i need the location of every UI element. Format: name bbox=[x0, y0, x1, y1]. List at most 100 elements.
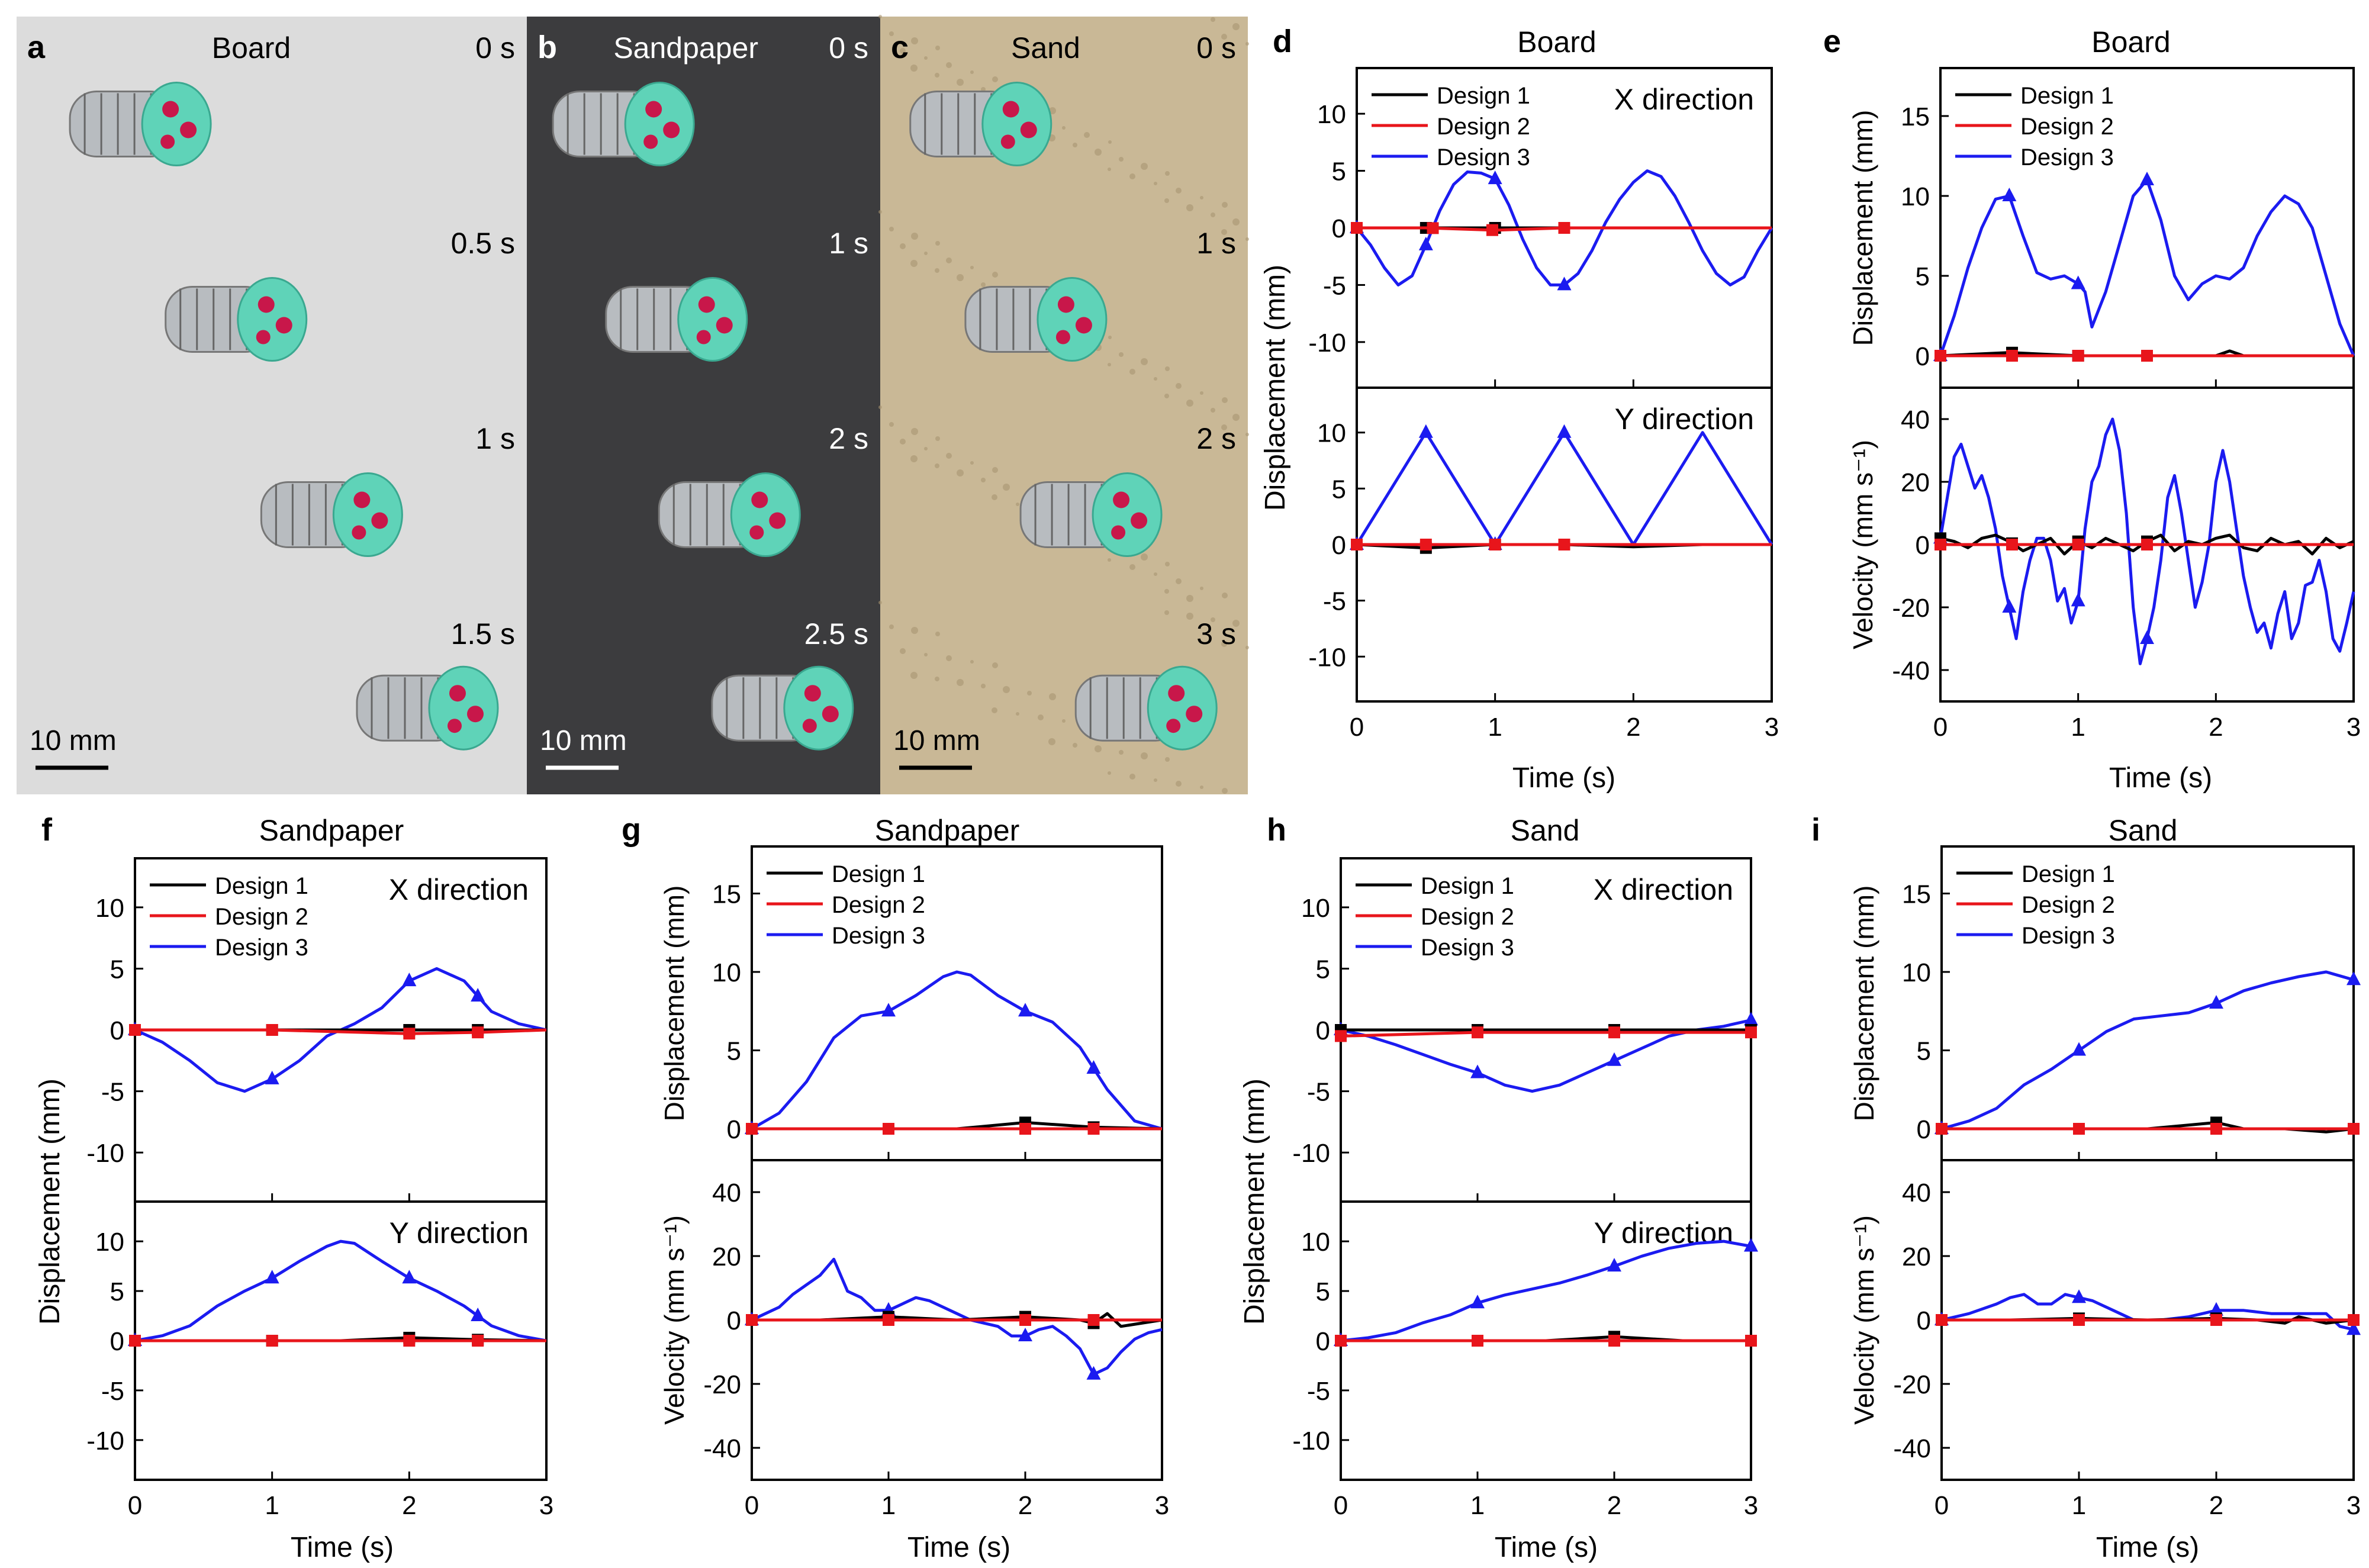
series-marker bbox=[1427, 222, 1439, 234]
sand-grain bbox=[946, 655, 952, 661]
direction-annotation: Y direction bbox=[1615, 403, 1754, 436]
photo-frame: 0.5 s bbox=[17, 212, 527, 407]
series-marker bbox=[1470, 1295, 1485, 1309]
robot-dot bbox=[162, 101, 179, 118]
series-marker bbox=[2210, 1314, 2222, 1326]
y-tick-label: 0 bbox=[110, 1016, 124, 1045]
robot-cap bbox=[1147, 665, 1218, 751]
x-tick-label: 2 bbox=[402, 1491, 416, 1520]
sand-grain bbox=[1211, 617, 1215, 622]
sand-grain bbox=[1108, 771, 1111, 775]
robot bbox=[356, 665, 499, 751]
sand-grain bbox=[1176, 188, 1182, 194]
panel-letter: e bbox=[1823, 24, 1841, 59]
series-marker bbox=[2071, 593, 2085, 607]
sand-grain bbox=[1062, 126, 1066, 130]
series-line bbox=[1941, 970, 2354, 1131]
sand-grain bbox=[1016, 503, 1019, 506]
sand-grain bbox=[1232, 620, 1240, 627]
robot-dot bbox=[1057, 296, 1074, 313]
sand-grain bbox=[1186, 613, 1193, 620]
series-marker bbox=[1608, 1335, 1620, 1347]
sand-grain bbox=[910, 672, 918, 679]
robot-cap bbox=[624, 82, 695, 166]
legend-entry: Design 1 bbox=[215, 873, 308, 899]
series-marker bbox=[403, 1028, 416, 1040]
series-marker bbox=[2140, 172, 2154, 185]
sand-grain bbox=[992, 467, 998, 473]
legend-entry: Design 3 bbox=[215, 935, 308, 961]
series-marker bbox=[1351, 222, 1363, 234]
series-line bbox=[1340, 1031, 1751, 1038]
plot-frame bbox=[1939, 67, 2355, 389]
subplot: -10 -5 0 5 10 0 1 2 3 Y direction bbox=[86, 1200, 553, 1520]
series-marker bbox=[1018, 1003, 1032, 1017]
series-line bbox=[1355, 431, 1773, 546]
sand-grain bbox=[1141, 553, 1148, 561]
y-tick-label: 5 bbox=[110, 1277, 124, 1306]
robot-cap bbox=[237, 277, 308, 362]
sand-grain bbox=[970, 266, 974, 269]
series-marker bbox=[1936, 1314, 1948, 1326]
x-tick-label: 0 bbox=[1334, 1491, 1348, 1520]
sand-grain bbox=[992, 272, 998, 278]
sand-grain bbox=[1084, 132, 1090, 138]
sand-grain bbox=[1176, 578, 1182, 584]
robot-cap bbox=[677, 277, 748, 362]
x-tick-label: 1 bbox=[265, 1491, 279, 1520]
robot bbox=[605, 277, 748, 362]
y-axis-label: Displacement (mm) bbox=[1239, 1078, 1270, 1325]
series-marker bbox=[471, 1308, 485, 1322]
series-marker bbox=[1936, 1123, 1948, 1135]
robot-dot bbox=[1002, 101, 1019, 118]
robot-dot bbox=[716, 317, 733, 334]
series-line bbox=[1942, 1121, 2354, 1134]
robot bbox=[69, 82, 212, 166]
x-tick-label: 2 bbox=[2209, 1491, 2223, 1520]
sand-grain bbox=[911, 428, 918, 435]
series-marker bbox=[1018, 1328, 1032, 1341]
robot-cap bbox=[332, 472, 403, 557]
series-marker bbox=[2071, 275, 2085, 289]
frame-time-label: 2 s bbox=[1196, 422, 1236, 455]
y-tick-label: -40 bbox=[1892, 656, 1930, 685]
series-marker bbox=[1557, 424, 1572, 438]
series-marker bbox=[471, 988, 485, 1002]
sand-grain bbox=[935, 436, 940, 441]
y-tick-label: -10 bbox=[86, 1427, 124, 1456]
sand-grain bbox=[1176, 781, 1182, 787]
sand-grain bbox=[1186, 204, 1193, 211]
sand-grain bbox=[1200, 587, 1203, 590]
sand-grain bbox=[911, 627, 918, 634]
sand-grain bbox=[1245, 237, 1249, 241]
robot bbox=[1074, 665, 1218, 751]
y-tick-label: -20 bbox=[703, 1370, 741, 1399]
y-tick-label: -20 bbox=[1893, 1370, 1931, 1399]
sand-grain bbox=[981, 478, 986, 482]
sand-grain bbox=[1119, 750, 1124, 755]
sand-grain bbox=[1154, 377, 1157, 381]
sand-grain bbox=[1222, 788, 1228, 794]
chart-panel-f: f Sandpaper Time (s) Displacement (mm) -10 -5… bbox=[34, 812, 553, 1563]
frame-time-label: 0 s bbox=[475, 31, 515, 65]
series-marker bbox=[2140, 630, 2154, 644]
sand-grain bbox=[935, 463, 939, 468]
y-tick-label: -5 bbox=[1323, 271, 1346, 300]
robot-dot bbox=[449, 685, 466, 702]
y-tick-label: 5 bbox=[1917, 1037, 1931, 1066]
robot-cap bbox=[141, 82, 212, 166]
y-axis-label: Velocity (mm s⁻¹) bbox=[1847, 440, 1878, 649]
y-tick-label: 15 bbox=[1901, 102, 1930, 131]
panel-letter: i bbox=[1811, 812, 1820, 848]
sand-grain bbox=[1038, 714, 1044, 720]
series-marker bbox=[2073, 1123, 2085, 1135]
photo-frame: 1 s bbox=[527, 212, 880, 407]
series-marker bbox=[1935, 350, 1946, 362]
series-marker bbox=[2347, 1321, 2361, 1335]
series-marker bbox=[265, 1070, 279, 1084]
sand-grain bbox=[981, 684, 986, 688]
series-line bbox=[134, 1239, 547, 1342]
legend-entry: Design 2 bbox=[215, 904, 308, 930]
